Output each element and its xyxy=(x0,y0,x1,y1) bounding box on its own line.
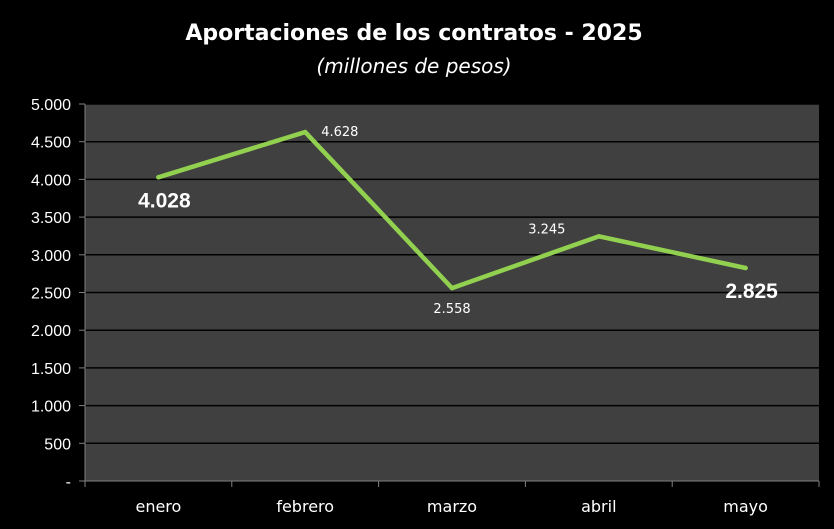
x-category-label: marzo xyxy=(427,497,477,516)
y-tick-label: 1.000 xyxy=(31,399,71,416)
data-label: 3.245 xyxy=(528,222,565,237)
y-tick-label: 500 xyxy=(44,436,71,453)
data-point xyxy=(303,129,308,135)
axes xyxy=(84,104,820,487)
y-tick-label: 2.500 xyxy=(31,286,71,303)
chart-subtitle: (millones de pesos) xyxy=(316,54,511,78)
y-axis-tick-labels: - 500 1.000 1.500 2.000 2.500 3.000 3.500 4.000 4… xyxy=(31,97,71,491)
x-category-label: febrero xyxy=(276,497,334,516)
data-label: 2.825 xyxy=(725,280,778,303)
x-category-label: enero xyxy=(135,497,181,516)
y-tick-label: - xyxy=(66,474,71,491)
x-category-label: abril xyxy=(581,497,616,516)
gridlines xyxy=(79,103,819,482)
chart-title: Aportaciones de los contratos - 2025 xyxy=(185,21,642,46)
x-axis-category-labels: enero febrero marzo abril mayo xyxy=(135,497,767,516)
data-label: 4.028 xyxy=(138,189,191,212)
y-tick-label: 3.000 xyxy=(31,248,71,265)
data-label: 4.628 xyxy=(321,125,358,140)
data-point xyxy=(156,175,161,180)
y-tick-label: 4.000 xyxy=(31,172,71,189)
y-tick-label: 3.500 xyxy=(31,210,71,227)
x-category-label: mayo xyxy=(723,497,768,516)
data-point xyxy=(743,265,748,271)
series xyxy=(156,129,748,291)
y-tick-label: 4.500 xyxy=(31,135,71,152)
y-tick-label: 2.000 xyxy=(31,323,71,340)
data-point xyxy=(449,285,455,291)
data-label: 2.558 xyxy=(433,302,470,317)
data-point xyxy=(596,234,601,239)
y-tick-label: 1.500 xyxy=(31,361,71,378)
y-tick-label: 5.000 xyxy=(31,97,71,114)
data-labels: 4.028 4.628 2.558 3.245 2.825 xyxy=(138,125,778,317)
